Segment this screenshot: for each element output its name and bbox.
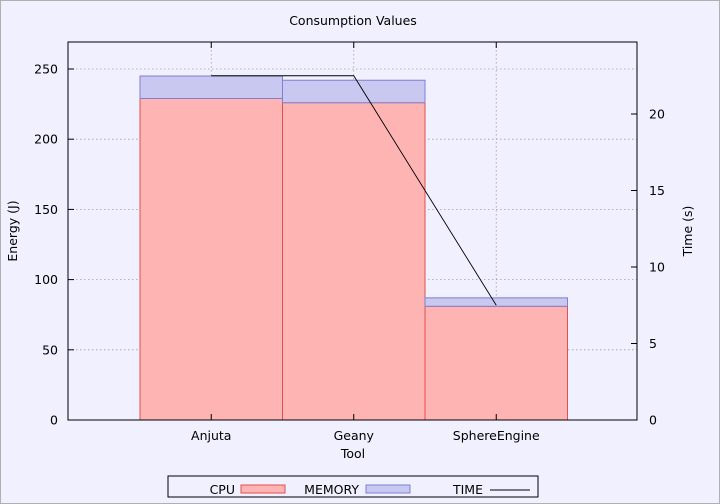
- legend-label-memory: MEMORY: [304, 482, 359, 497]
- plot-border: [67, 41, 638, 421]
- x-tick-label-anjuta: Anjuta: [191, 428, 231, 443]
- line-time: [211, 75, 497, 306]
- y-tick-label-150: 150: [34, 202, 58, 217]
- y-tick-label-100: 100: [34, 272, 58, 287]
- y2-tick-label-0: 0: [649, 413, 657, 428]
- axis-layer: 0 50 100 150 200 250 0 5 10 15 20 Anjuta Geany Sphere…: [34, 41, 665, 443]
- legend-box: [167, 475, 539, 498]
- bar-layer: [139, 75, 568, 421]
- legend-swatch-cpu: [240, 484, 286, 494]
- x-tick-label-sphereengine: SphereEngine: [453, 428, 540, 443]
- line-layer: [211, 75, 497, 306]
- legend-label-cpu: CPU: [210, 482, 235, 497]
- legend-label-time: TIME: [452, 482, 483, 497]
- bar-cpu-sphereengine: [424, 305, 568, 421]
- y-tick-label-50: 50: [42, 342, 58, 357]
- y2-tick-label-20: 20: [649, 107, 665, 122]
- bar-memory-anjuta: [139, 75, 283, 99]
- chart-title: Consumption Values: [289, 13, 417, 28]
- x-axis-label: Tool: [340, 446, 365, 461]
- bar-cpu-geany: [282, 102, 426, 421]
- y2-axis-label: Time (s): [680, 206, 695, 258]
- legend: CPU MEMORY TIME: [167, 475, 539, 498]
- bar-memory-sphereengine: [424, 297, 568, 307]
- bar-memory-geany: [282, 79, 426, 104]
- x-tick-label-geany: Geany: [334, 428, 375, 443]
- y-axis-label: Energy (J): [5, 200, 20, 261]
- legend-swatch-memory: [365, 484, 411, 494]
- y-tick-label-200: 200: [34, 132, 58, 147]
- y-tick-label-0: 0: [50, 413, 58, 428]
- y2-tick-label-5: 5: [649, 336, 657, 351]
- y-tick-label-250: 250: [34, 62, 58, 77]
- bar-cpu-anjuta: [139, 97, 283, 421]
- y2-tick-label-15: 15: [649, 183, 665, 198]
- y2-tick-label-10: 10: [649, 260, 665, 275]
